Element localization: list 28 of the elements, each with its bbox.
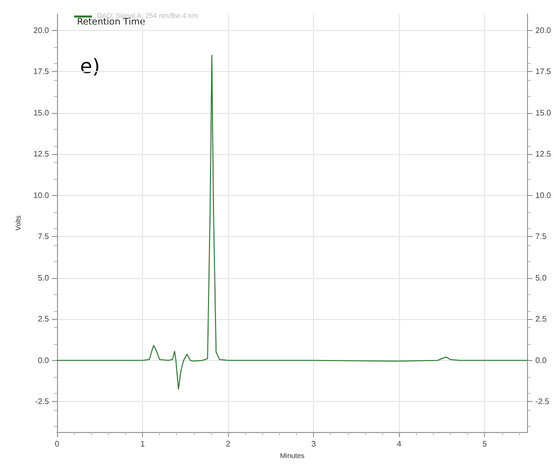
y-tick-label: 17.5	[33, 67, 50, 76]
x-tick-label: 1	[140, 440, 146, 449]
y2-tick-label: 20.0	[535, 26, 552, 35]
x-tick-label: 3	[311, 440, 316, 449]
y2-tick-label: -2.5	[535, 397, 550, 406]
x-tick-label: 2	[226, 440, 231, 449]
y2-tick-label: 17.5	[535, 67, 552, 76]
y-tick-label: 0.0	[38, 356, 50, 365]
y-tick-label: 2.5	[38, 314, 50, 324]
y2-tick-label: 2.5	[535, 314, 548, 324]
x-tick-label: 5	[482, 440, 488, 449]
y-tick-label: 10.0	[33, 190, 50, 200]
y2-tick-label: 0.0	[535, 356, 548, 365]
y-tick-label: 7.5	[38, 232, 50, 242]
y-tick-label: 5.0	[38, 273, 50, 282]
y2-tick-label: 5.0	[535, 273, 548, 282]
line-series	[56, 54, 528, 390]
y2-tick-label: 12.5	[535, 150, 552, 159]
annotation: Retention Time	[77, 18, 146, 28]
y-tick-label: 20.0	[33, 26, 50, 35]
x-tick-label: 4	[396, 440, 402, 449]
x-tick-label: 0	[54, 440, 60, 449]
y2-tick-label: 7.5	[535, 232, 548, 242]
y-tick-label: -2.5	[35, 397, 50, 406]
y-tick-label: 15.0	[33, 108, 50, 118]
y2-tick-label: 10.0	[535, 190, 552, 200]
y2-tick-label: 15.0	[535, 108, 552, 118]
y-tick-label: 12.5	[33, 150, 50, 159]
